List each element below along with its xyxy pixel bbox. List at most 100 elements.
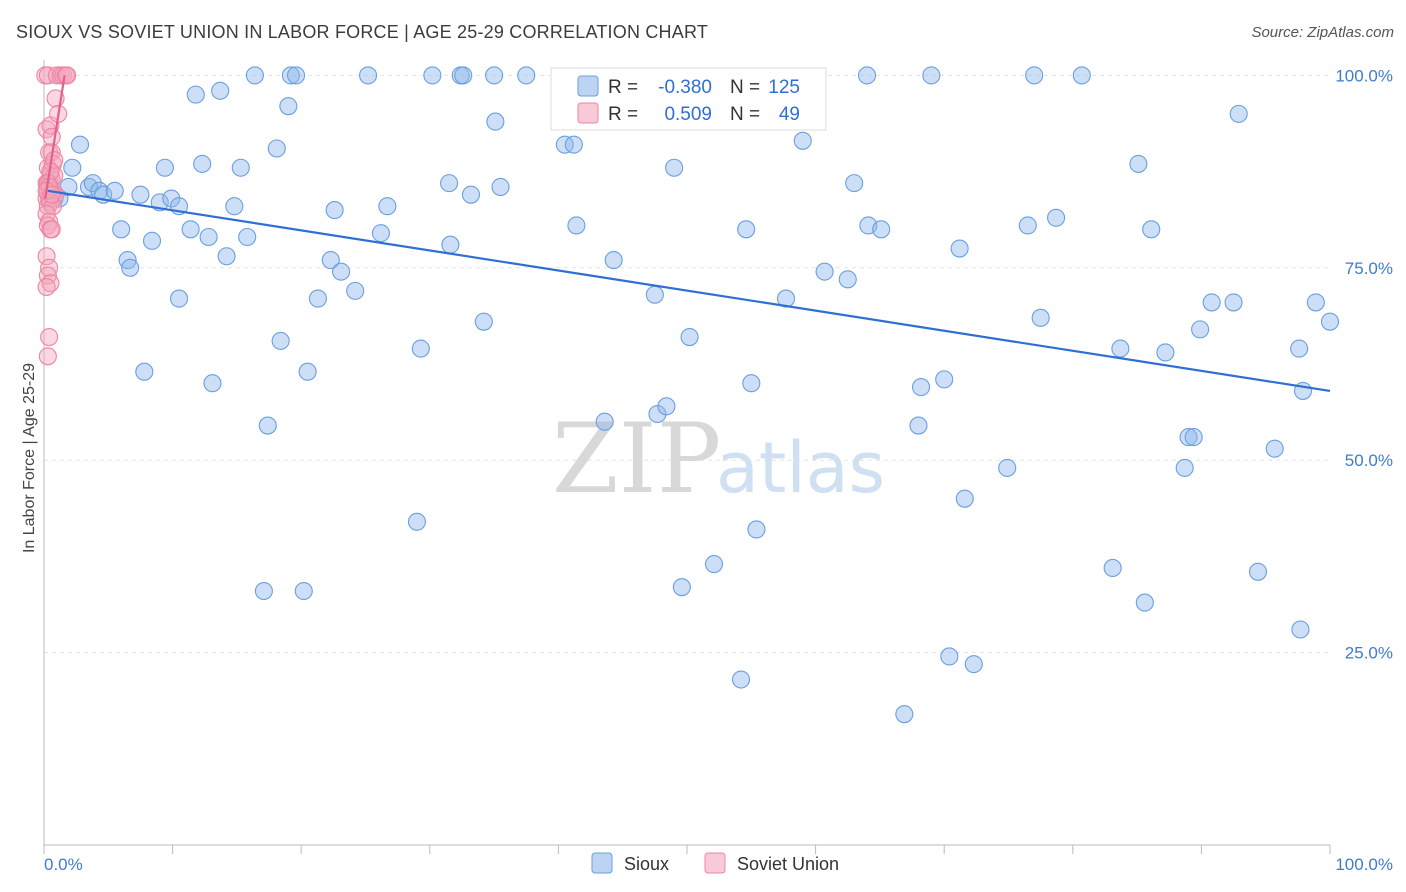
sioux-point [378,197,397,216]
sioux-point [474,312,493,331]
sioux-point [169,289,189,308]
sioux-point [595,412,614,431]
sioux-point [325,201,344,220]
legend-r-value-soviet-union: 0.509 [664,104,712,125]
sioux-point [1047,208,1066,227]
soviet-union-point [37,247,56,266]
soviet-union-point [58,66,77,85]
sioux-point [371,224,390,243]
sioux-point [1202,293,1221,312]
sioux-point [737,220,756,239]
sioux-point [193,154,212,173]
sioux-point [1320,312,1340,331]
sioux-point [747,520,766,539]
sioux-point [657,397,676,416]
sioux-point [245,66,264,85]
sioux-point [909,416,928,435]
sioux-point [267,139,286,158]
sioux-point [950,239,969,258]
sioux-point [121,258,140,277]
sioux-point [217,247,236,266]
sioux-point [895,705,914,724]
sioux-point [199,227,218,247]
y-tick-label: 75.0% [1345,259,1393,278]
sioux-point [279,97,298,116]
legend-n-label-sioux: N = [730,77,760,98]
sioux-point [454,66,473,85]
sioux-point [294,581,313,601]
sioux-point [1129,154,1148,173]
sioux-point [742,374,761,393]
sioux-point [346,281,365,300]
sioux-point [287,66,306,85]
sioux-point [254,581,273,601]
soviet-union-point [37,277,56,297]
sioux-point [1175,458,1194,477]
sioux-trend-line [47,189,1331,393]
sioux-point [922,66,941,85]
trend-layer [44,75,1331,393]
sioux-point [704,555,724,574]
legend-n-value-sioux: 125 [768,77,800,98]
legend-swatch-soviet-union [577,102,599,124]
sioux-point [1290,339,1309,358]
sioux-point [1135,593,1154,612]
sioux-point [70,135,90,154]
sioux-point [203,374,222,393]
x-tick-label-min: 0.0% [44,855,83,874]
sioux-point [1191,320,1210,339]
sioux-point [845,174,864,193]
x-tick-label-max: 100.0% [1335,855,1393,874]
sioux-point [940,647,959,666]
sioux-point [1184,428,1203,447]
sioux-point [359,66,378,85]
sioux-point [1156,343,1175,362]
sioux-point [564,135,583,154]
sioux-point [135,362,154,381]
legend-n-value-soviet-union: 49 [779,104,800,125]
bottom-legend-swatch-sioux [591,852,613,874]
sioux-point [461,185,481,204]
sioux-point [1072,66,1091,85]
chart-title: SIOUX VS SOVIET UNION IN LABOR FORCE | A… [16,22,709,42]
legend-r-label-soviet-union: R = [608,104,638,125]
sioux-point [440,174,459,193]
sioux-point [604,251,623,270]
watermark-zip: ZIP [552,403,721,515]
sioux-point [423,66,442,85]
points-layer [36,66,1340,724]
watermark: ZIP atlas [552,403,885,515]
sioux-point [231,158,250,177]
stats-legend: R = -0.380 N = 125 R = 0.509 N = 49 [550,67,827,131]
sioux-point [271,331,290,350]
sioux-point [1025,66,1044,85]
soviet-union-point [40,258,59,277]
sioux-point [298,362,317,381]
soviet-union-point [42,220,61,239]
sioux-point [308,289,327,308]
y-tick-label: 25.0% [1345,644,1393,663]
y-tick-labels: 25.0% 50.0% 75.0% 100.0% [1335,66,1393,662]
sioux-point [211,81,230,100]
sioux-point [1179,428,1198,447]
sioux-point [332,262,351,281]
sioux-point [935,370,954,389]
sioux-point [162,189,181,208]
sioux-point [181,220,200,239]
sioux-point [1291,620,1310,639]
sioux-point [186,85,205,104]
sioux-point [857,66,877,85]
sioux-point [321,251,340,270]
bottom-legend-swatch-soviet-union [704,852,726,874]
bottom-legend-label-sioux: Sioux [624,854,669,874]
soviet-union-trend-line [44,75,66,199]
sioux-point [411,339,430,358]
sioux-point [672,578,691,597]
sioux-point [142,231,162,250]
sioux-point [645,285,664,304]
y-tick-label: 100.0% [1335,66,1393,85]
sioux-point [1103,558,1122,577]
watermark-atlas: atlas [716,427,885,509]
sioux-point [1248,562,1268,581]
